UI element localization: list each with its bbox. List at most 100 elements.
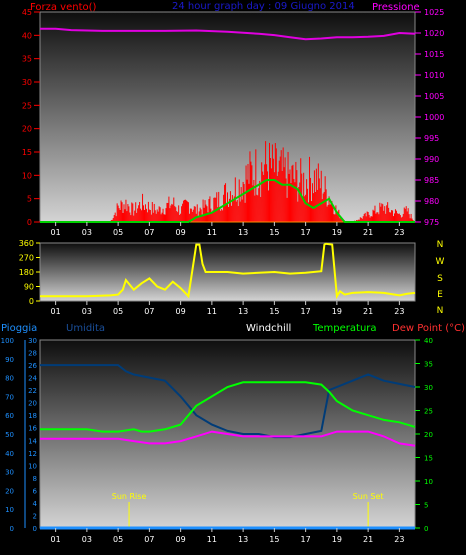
x-tick-label: 09 <box>176 307 186 316</box>
wind-pressure-axes: 0510152025303540459759809859909951000100… <box>22 8 445 227</box>
rain-axis-title: Pioggia <box>1 323 37 334</box>
rain-y-tick-label: 80 <box>5 375 14 383</box>
x-tick-label: 07 <box>144 228 154 237</box>
wind-y-tick-label: 30 <box>22 78 32 87</box>
temperature-axes: 0102030405060708090100024681012141618202… <box>1 337 433 533</box>
sun-marker-label: Sun Set <box>353 492 384 501</box>
humidity-y-tick-label: 26 <box>28 362 37 370</box>
humidity-y-tick-label: 16 <box>28 425 37 433</box>
wind-y-tick-label: 25 <box>22 101 32 110</box>
humidity-y-tick-label: 24 <box>28 375 37 383</box>
x-tick-label: 01 <box>51 535 61 544</box>
dewpoint-series-line <box>40 430 416 447</box>
pressure-y-tick-label: 1000 <box>424 113 444 122</box>
x-tick-label: 19 <box>332 535 342 544</box>
x-tick-label: 19 <box>332 228 342 237</box>
humidity-y-tick-label: 12 <box>28 450 37 458</box>
humidity-y-tick-label: 10 <box>28 462 37 470</box>
wind-y-tick-label: 5 <box>27 195 32 204</box>
x-tick-label: 17 <box>301 307 311 316</box>
humidity-y-tick-label: 28 <box>28 350 37 358</box>
wind-y-tick-label: 10 <box>22 171 32 180</box>
compass-label: N <box>437 306 444 316</box>
humidity-y-tick-label: 20 <box>28 400 37 408</box>
x-tick-label: 13 <box>238 228 248 237</box>
direction-y-tick-label: 180 <box>19 268 34 277</box>
x-tick-label: 13 <box>238 307 248 316</box>
pressure-y-tick-label: 1025 <box>424 8 444 17</box>
sun-marker-label: Sun Rise <box>112 492 147 501</box>
humidity-y-tick-label: 14 <box>28 437 37 445</box>
temperature-legend-label: Temperatura <box>312 323 377 334</box>
pressure-series-line <box>40 27 416 41</box>
rain-y-tick-label: 20 <box>5 487 14 495</box>
pressure-y-tick-label: 1020 <box>424 29 444 38</box>
wind-y-tick-label: 20 <box>22 125 32 134</box>
humidity-y-tick-label: 22 <box>28 387 37 395</box>
rain-y-tick-label: 10 <box>5 506 14 514</box>
wind-y-tick-label: 45 <box>22 8 32 17</box>
pressure-y-tick-label: 980 <box>424 197 439 206</box>
pressure-y-tick-label: 995 <box>424 134 439 143</box>
temperature-series-line <box>40 381 416 433</box>
temperature-y-tick-label: 35 <box>424 361 433 369</box>
gust-series-line <box>40 179 415 223</box>
temperature-y-tick-label: 30 <box>424 384 433 392</box>
x-tick-label: 23 <box>394 307 404 316</box>
compass-label: W <box>436 257 445 267</box>
temperature-y-tick-label: 25 <box>424 408 433 416</box>
x-tick-label: 07 <box>144 307 154 316</box>
humidity-y-tick-label: 18 <box>28 412 37 420</box>
compass-label: S <box>437 274 443 284</box>
x-tick-label: 05 <box>113 307 123 316</box>
direction-y-tick-label: 0 <box>29 297 34 306</box>
temperature-y-tick-label: 15 <box>424 455 433 463</box>
x-tick-label: 17 <box>301 228 311 237</box>
x-tick-label: 01 <box>51 307 61 316</box>
x-tick-label: 15 <box>269 228 279 237</box>
wind-axis-title: Forza vento() <box>30 2 97 13</box>
wind-direction-series-line <box>40 242 416 300</box>
humidity-y-tick-label: 30 <box>28 337 37 345</box>
x-tick-label: 09 <box>176 228 186 237</box>
humidity-y-tick-label: 0 <box>33 525 37 533</box>
x-tick-label: 05 <box>113 535 123 544</box>
x-tick-labels: 01 03 05 07 09 11 13 15 17 19 21 23 01 03 05 07 09 11 13 15… <box>51 222 404 544</box>
wind-y-tick-label: 35 <box>22 55 32 64</box>
rain-y-tick-label: 90 <box>5 356 14 364</box>
x-tick-label: 23 <box>394 535 404 544</box>
dewpoint-legend-label: Dew Point (°C) <box>392 323 465 334</box>
pressure-y-tick-label: 1005 <box>424 92 444 101</box>
rain-y-tick-label: 100 <box>1 337 14 345</box>
x-tick-label: 13 <box>238 535 248 544</box>
x-tick-label: 03 <box>82 307 92 316</box>
compass-label: N <box>437 240 444 250</box>
x-tick-label: 21 <box>363 228 373 237</box>
rain-y-tick-label: 0 <box>10 525 14 533</box>
temperature-y-tick-label: 0 <box>424 525 428 533</box>
windchill-legend-label: Windchill <box>246 323 291 334</box>
x-tick-label: 11 <box>207 535 217 544</box>
x-tick-label: 03 <box>82 535 92 544</box>
x-tick-label: 19 <box>332 307 342 316</box>
wind-speed-bars <box>110 141 415 222</box>
wind-y-tick-label: 40 <box>22 31 32 40</box>
pressure-y-tick-label: 975 <box>424 218 439 227</box>
x-tick-label: 07 <box>144 535 154 544</box>
pressure-y-tick-label: 1010 <box>424 71 444 80</box>
x-tick-label: 17 <box>301 535 311 544</box>
humidity-y-tick-label: 2 <box>33 512 37 520</box>
rain-y-tick-label: 60 <box>5 412 14 420</box>
x-tick-label: 01 <box>51 228 61 237</box>
humidity-y-tick-label: 4 <box>33 500 38 508</box>
x-tick-label: 15 <box>269 307 279 316</box>
rain-y-tick-label: 30 <box>5 469 14 477</box>
humidity-series-line <box>40 364 416 439</box>
x-tick-label: 15 <box>269 535 279 544</box>
direction-y-tick-label: 270 <box>19 254 34 263</box>
rain-y-tick-label: 50 <box>5 431 14 439</box>
x-tick-label: 05 <box>113 228 123 237</box>
temperature-y-tick-label: 20 <box>424 431 433 439</box>
chart-series-layer: Sun Rise Sun Set <box>40 27 416 530</box>
